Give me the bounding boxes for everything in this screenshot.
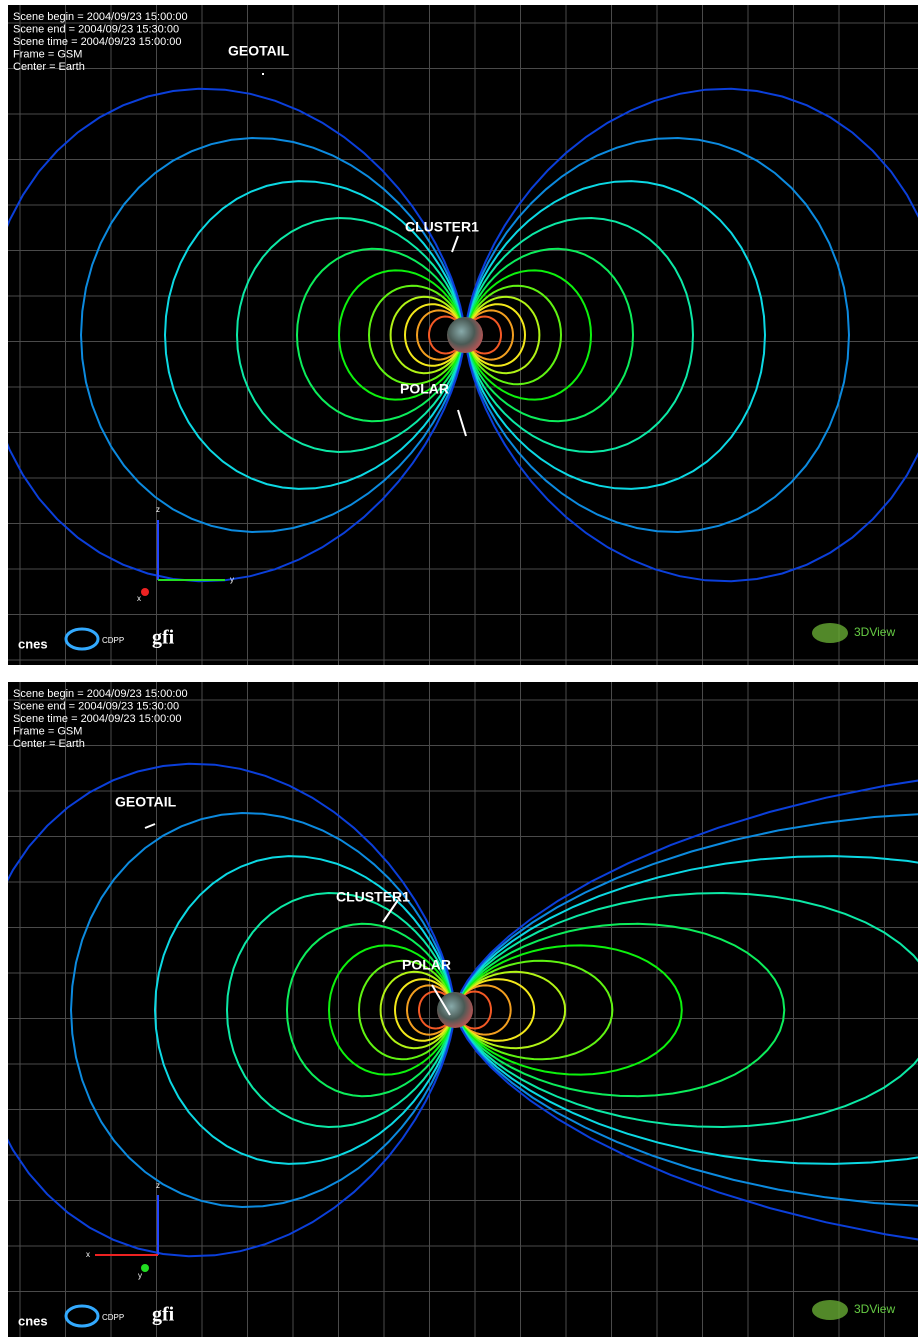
field-line xyxy=(415,309,466,361)
logo-cdpp-icon xyxy=(64,1304,100,1328)
axis-dot xyxy=(141,588,149,596)
logo-gfi: gfi xyxy=(152,627,175,649)
field-line xyxy=(69,811,455,1209)
spacecraft-marker xyxy=(431,984,451,1016)
field-line xyxy=(455,922,786,1098)
field-line xyxy=(285,922,456,1098)
logo-gfi: gfi xyxy=(152,1304,175,1326)
field-line xyxy=(465,180,767,490)
field-line xyxy=(153,855,455,1165)
logo-cnes: cnes xyxy=(18,1313,48,1328)
field-line xyxy=(393,978,456,1042)
scene-info: Scene end = 2004/09/23 15:30:00 xyxy=(13,700,179,712)
field-line xyxy=(327,944,456,1076)
field-line xyxy=(456,891,918,1129)
field-line xyxy=(8,87,464,583)
scene-info: Scene begin = 2004/09/23 15:00:00 xyxy=(13,11,188,23)
axis-label: y xyxy=(230,575,234,584)
field-line xyxy=(464,303,527,367)
field-line xyxy=(163,180,465,490)
field-line xyxy=(225,891,455,1129)
field-line xyxy=(464,247,635,423)
axis-label: x xyxy=(137,594,141,603)
spacecraft-label: CLUSTER1 xyxy=(405,219,479,235)
logo-3dview: 3DView xyxy=(854,625,895,639)
earth xyxy=(437,992,473,1028)
field-line xyxy=(357,959,456,1061)
scene-info: Scene begin = 2004/09/23 15:00:00 xyxy=(13,688,188,700)
scene-info: Center = Earth xyxy=(13,738,85,750)
field-line xyxy=(295,247,466,423)
logo-cdpp-icon xyxy=(64,627,100,651)
axis-label: x xyxy=(86,1250,90,1259)
field-line xyxy=(367,284,466,386)
axis-dot xyxy=(141,1264,149,1272)
logo-cdpp: CDPP xyxy=(102,1313,124,1322)
logo-cnes: cnes xyxy=(18,636,48,651)
scene-info: Scene end = 2004/09/23 15:30:00 xyxy=(13,23,179,35)
logo-3dview-icon xyxy=(812,1300,848,1320)
field-line xyxy=(465,216,695,454)
scene-info: Scene time = 2004/09/23 15:00:00 xyxy=(13,36,182,48)
spacecraft-marker xyxy=(457,409,467,437)
field-line xyxy=(464,309,515,361)
field-line xyxy=(403,303,466,367)
spacecraft-label: GEOTAIL xyxy=(228,43,290,59)
spacecraft-marker xyxy=(451,235,459,253)
axis-label: z xyxy=(156,1181,160,1190)
field-line xyxy=(457,855,918,1165)
field-line xyxy=(465,136,851,534)
field-line xyxy=(464,269,593,401)
field-line xyxy=(454,959,614,1061)
field-line xyxy=(8,762,454,1258)
field-line xyxy=(405,984,456,1036)
logo-3dview: 3DView xyxy=(854,1302,895,1316)
spacecraft-marker xyxy=(382,899,399,923)
spacecraft-label: POLAR xyxy=(400,381,449,397)
field-line xyxy=(379,970,456,1050)
axis-label: y xyxy=(138,1271,142,1280)
axis-label: z xyxy=(156,505,160,514)
spacecraft-label: POLAR xyxy=(402,957,451,973)
field-line xyxy=(454,970,567,1050)
spacecraft-label: GEOTAIL xyxy=(115,794,177,810)
field-line xyxy=(337,269,466,401)
field-line xyxy=(79,136,465,534)
field-line xyxy=(466,87,918,583)
scene-info: Scene time = 2004/09/23 15:00:00 xyxy=(13,713,182,725)
scene-info: Frame = GSM xyxy=(13,48,82,60)
spacecraft-label: CLUSTER1 xyxy=(336,889,410,905)
field-line xyxy=(464,295,541,375)
field-line xyxy=(455,944,683,1076)
field-line xyxy=(235,216,465,454)
logo-3dview-icon xyxy=(812,623,848,643)
earth xyxy=(447,317,483,353)
logo-cdpp: CDPP xyxy=(102,636,124,645)
field-line xyxy=(389,295,466,375)
spacecraft-marker xyxy=(144,823,156,829)
field-line xyxy=(460,779,918,1241)
scene-info: Center = Earth xyxy=(13,61,85,73)
field-line xyxy=(458,813,918,1207)
field-line xyxy=(464,284,563,386)
scene-info: Frame = GSM xyxy=(13,725,82,737)
